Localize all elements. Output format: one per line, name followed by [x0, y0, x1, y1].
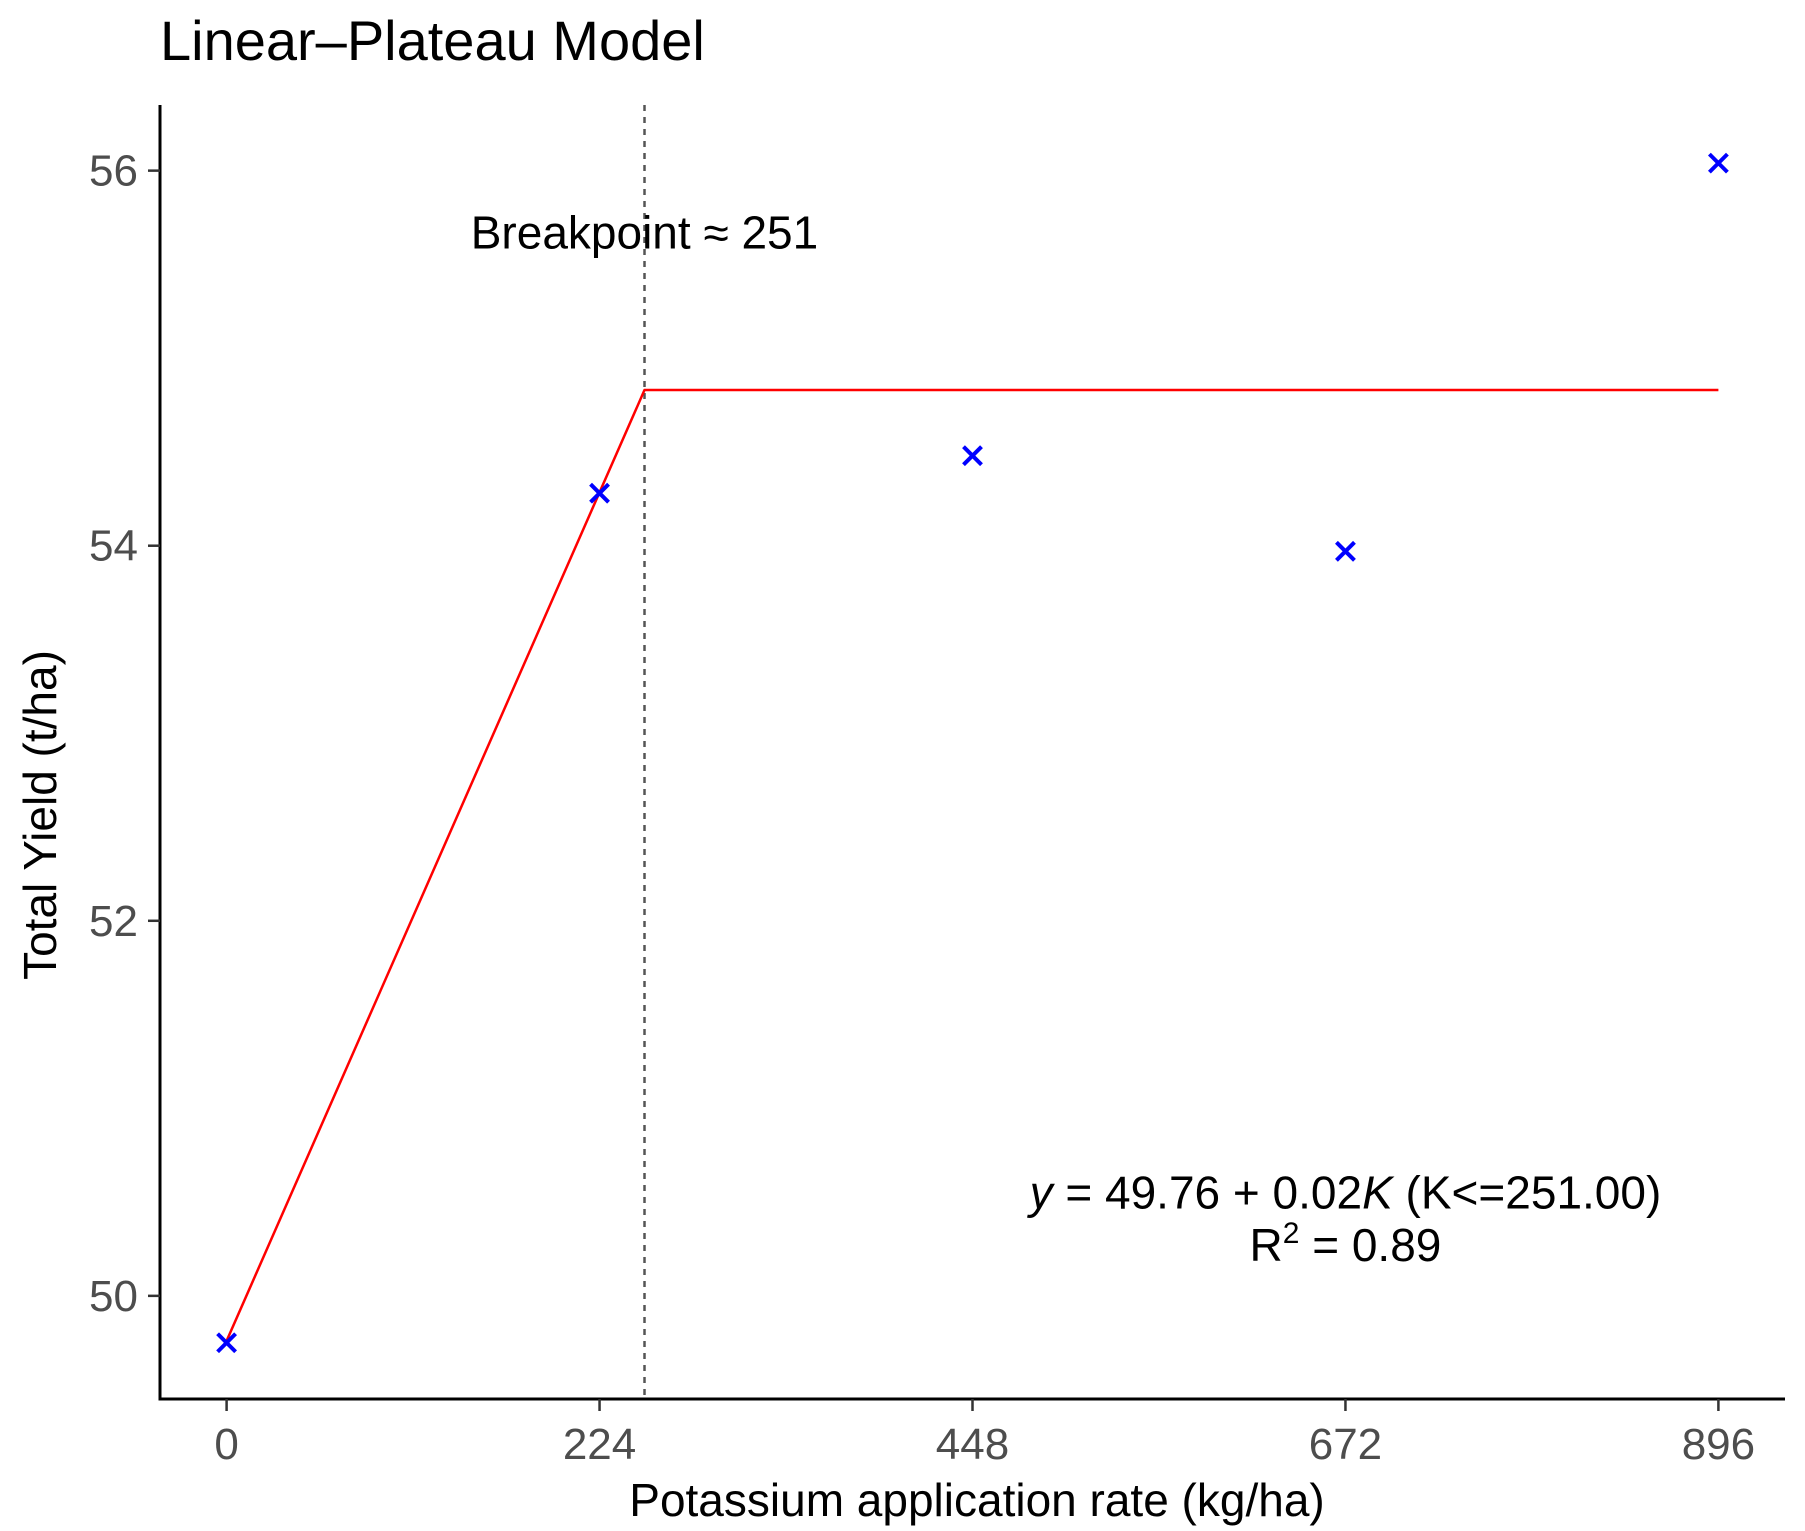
data-point-stroke	[216, 1332, 238, 1354]
equation-middle: = 49.76 + 0.02	[1053, 1167, 1363, 1219]
x-tick-label: 672	[1309, 1420, 1382, 1469]
y-tick-label: 54	[89, 522, 138, 571]
data-point	[589, 482, 610, 504]
data-point	[1707, 152, 1729, 174]
fit-line	[225, 388, 1719, 1342]
x-tick-label: 448	[936, 1420, 1009, 1469]
data-point-stroke	[1335, 540, 1356, 562]
data-point	[216, 1332, 238, 1354]
y-tick-label: 56	[89, 147, 138, 196]
points-group	[216, 152, 1729, 1354]
data-point-stroke	[962, 445, 983, 467]
r-squared-superscript: 2	[1283, 1217, 1300, 1250]
x-axis-title: Potassium application rate (kg/ha)	[629, 1474, 1324, 1526]
breakpoint-label: Breakpoint ≈ 251	[471, 207, 818, 259]
r-squared-prefix: R	[1250, 1219, 1283, 1271]
data-point	[1335, 540, 1356, 562]
equation-text: y = 49.76 + 0.02K (K<=251.00)	[1027, 1167, 1662, 1219]
equation-k-var: K	[1362, 1167, 1395, 1219]
x-ticks: 0 224 448 672 896	[214, 1399, 1755, 1469]
chart-title: Linear–Plateau Model	[160, 9, 705, 72]
x-tick-label: 0	[214, 1420, 238, 1469]
fit-group	[225, 388, 1719, 1342]
data-point-stroke	[589, 482, 610, 504]
x-tick-label: 224	[563, 1420, 636, 1469]
equation-y-var: y	[1027, 1167, 1056, 1219]
y-axis-title: Total Yield (t/ha)	[14, 650, 66, 980]
data-point-stroke	[1707, 152, 1729, 174]
y-ticks: 50 52 54 56	[89, 147, 160, 1321]
data-point	[962, 445, 983, 467]
x-tick-label: 896	[1682, 1420, 1755, 1469]
y-tick-label: 50	[89, 1272, 138, 1321]
r-squared-value: = 0.89	[1299, 1219, 1441, 1271]
equation-tail: (K<=251.00)	[1393, 1167, 1662, 1219]
r-squared-text: R2 = 0.89	[1250, 1217, 1442, 1271]
y-tick-label: 52	[89, 897, 138, 946]
